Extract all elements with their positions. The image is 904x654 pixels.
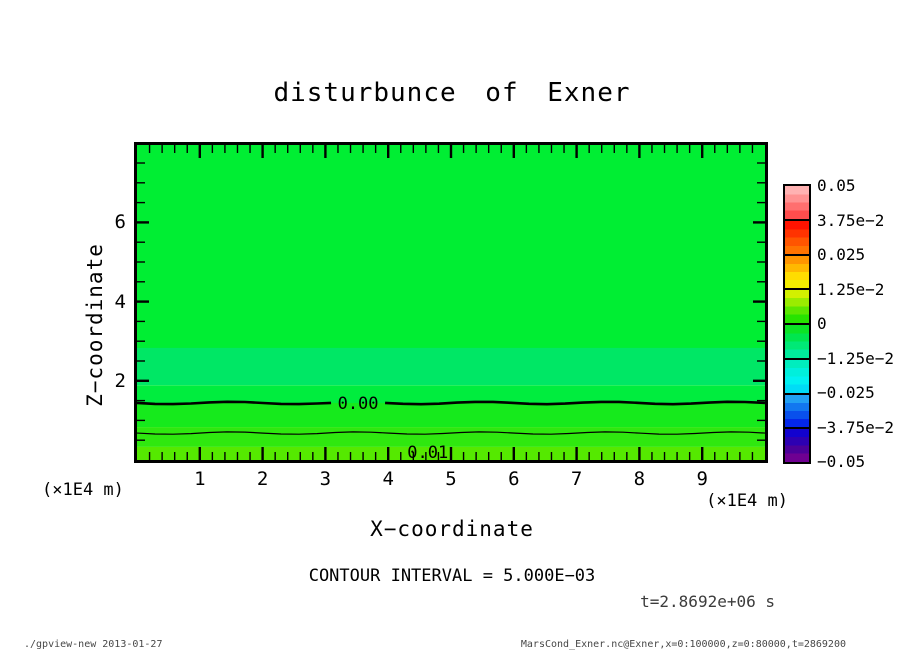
plot-title: disturbunce of Exner: [273, 78, 631, 108]
footer-command-text: ./gpview-new 2013-01-27: [24, 639, 163, 650]
colorbar-tick-label: 3.75e−2: [817, 210, 885, 230]
x-tick-label: 5: [445, 468, 457, 490]
x-tick-label: 4: [382, 468, 394, 490]
contour-fill-band: [137, 145, 765, 348]
contour-line: [137, 431, 765, 435]
contour-fill-band: [137, 403, 765, 428]
x-tick-label: 3: [319, 468, 332, 490]
colorbar-segment: [785, 288, 809, 323]
colorbar-tick-label: −3.75e−2: [817, 417, 895, 437]
x-axis-label: X−coordinate: [370, 517, 534, 541]
contour-line: [137, 400, 332, 406]
colorbar-segment: [785, 186, 809, 219]
contour-fill-band: [137, 347, 765, 386]
z-tick-label: 4: [114, 290, 126, 313]
x-tick-label: 7: [570, 468, 583, 490]
x-tick-label: 8: [633, 468, 646, 490]
plot-frame: 0.00 0.01: [134, 142, 768, 463]
z-tick-label: 2: [114, 369, 126, 392]
y-axis-unit: (×1E4 m): [42, 480, 124, 500]
colorbar: [783, 184, 811, 464]
colorbar-tick-label: 1.25e−2: [817, 279, 885, 299]
x-tick-label: 2: [256, 468, 269, 490]
colorbar-segment: [785, 427, 809, 462]
contour-interval-text: CONTOUR INTERVAL = 5.000E−03: [308, 566, 596, 586]
time-stamp-text: t=2.8692e+06 s: [640, 592, 775, 611]
x-axis-unit: (×1E4 m): [706, 491, 788, 511]
x-tick-label: 9: [696, 468, 708, 490]
x-tick-label: 1: [194, 468, 206, 490]
colorbar-segment: [785, 218, 809, 254]
colorbar-tick-label: −1.25e−2: [817, 348, 895, 368]
contour-fill-band: [137, 427, 765, 447]
footer-source-text: MarsCond_Exner.nc@Exner,x=0:100000,z=0:8…: [520, 639, 846, 650]
colorbar-segment: [785, 392, 809, 428]
colorbar-tick-label: −0.025: [817, 383, 875, 402]
colorbar-segment: [785, 253, 809, 289]
colorbar-tick-label: 0.05: [817, 176, 856, 195]
contour-line: [384, 400, 765, 406]
z-tick-label: 6: [114, 211, 126, 234]
colorbar-tick-label: 0.025: [817, 245, 866, 264]
colorbar-tick-label: −0.05: [817, 452, 866, 471]
colorbar-tick-label: 0: [817, 314, 827, 333]
colorbar-segment: [785, 357, 809, 393]
contour-label: 0.00: [338, 394, 379, 414]
x-tick-label: 6: [508, 468, 520, 490]
colorbar-segment: [785, 323, 809, 358]
contour-fill-band: [137, 385, 765, 403]
contour-plot: 0.000.01: [137, 145, 765, 460]
